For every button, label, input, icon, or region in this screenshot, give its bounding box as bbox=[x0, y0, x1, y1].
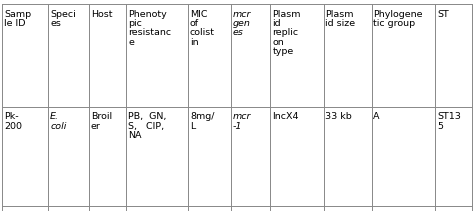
Text: A: A bbox=[374, 112, 380, 121]
Text: -1: -1 bbox=[233, 122, 242, 131]
Text: ST: ST bbox=[437, 10, 449, 19]
Text: Samp: Samp bbox=[4, 10, 31, 19]
Text: in: in bbox=[190, 37, 199, 46]
Text: Host: Host bbox=[91, 10, 112, 19]
Text: of: of bbox=[190, 19, 199, 28]
Text: IncX4: IncX4 bbox=[272, 112, 299, 121]
Text: 8mg/: 8mg/ bbox=[190, 112, 214, 121]
Text: es: es bbox=[50, 19, 61, 28]
Text: S,   CIP,: S, CIP, bbox=[128, 122, 164, 131]
Text: Speci: Speci bbox=[50, 10, 76, 19]
Text: e: e bbox=[128, 37, 134, 46]
Text: colist: colist bbox=[190, 28, 215, 37]
Text: Broil: Broil bbox=[91, 112, 112, 121]
Text: tic group: tic group bbox=[374, 19, 416, 28]
Text: mcr: mcr bbox=[233, 10, 251, 19]
Text: le ID: le ID bbox=[4, 19, 26, 28]
Text: coli: coli bbox=[50, 122, 66, 131]
Text: 5: 5 bbox=[437, 122, 443, 131]
Text: Plasm: Plasm bbox=[326, 10, 354, 19]
Text: MIC: MIC bbox=[190, 10, 208, 19]
Text: type: type bbox=[272, 47, 293, 56]
Text: Phenoty: Phenoty bbox=[128, 10, 167, 19]
Text: replic: replic bbox=[272, 28, 299, 37]
Text: L: L bbox=[190, 122, 195, 131]
Text: PB,  GN,: PB, GN, bbox=[128, 112, 167, 121]
Text: er: er bbox=[91, 122, 100, 131]
Text: NA: NA bbox=[128, 131, 142, 140]
Text: Plasm: Plasm bbox=[272, 10, 301, 19]
Text: id: id bbox=[272, 19, 281, 28]
Text: id size: id size bbox=[326, 19, 356, 28]
Text: 33 kb: 33 kb bbox=[326, 112, 352, 121]
Text: pic: pic bbox=[128, 19, 142, 28]
Text: Pk-: Pk- bbox=[4, 112, 19, 121]
Text: on: on bbox=[272, 37, 284, 46]
Text: ST13: ST13 bbox=[437, 112, 461, 121]
Text: resistanc: resistanc bbox=[128, 28, 172, 37]
Text: es: es bbox=[233, 28, 244, 37]
Text: 200: 200 bbox=[4, 122, 22, 131]
Text: gen: gen bbox=[233, 19, 251, 28]
Text: Phylogene: Phylogene bbox=[374, 10, 423, 19]
Text: E.: E. bbox=[50, 112, 59, 121]
Text: mcr: mcr bbox=[233, 112, 251, 121]
